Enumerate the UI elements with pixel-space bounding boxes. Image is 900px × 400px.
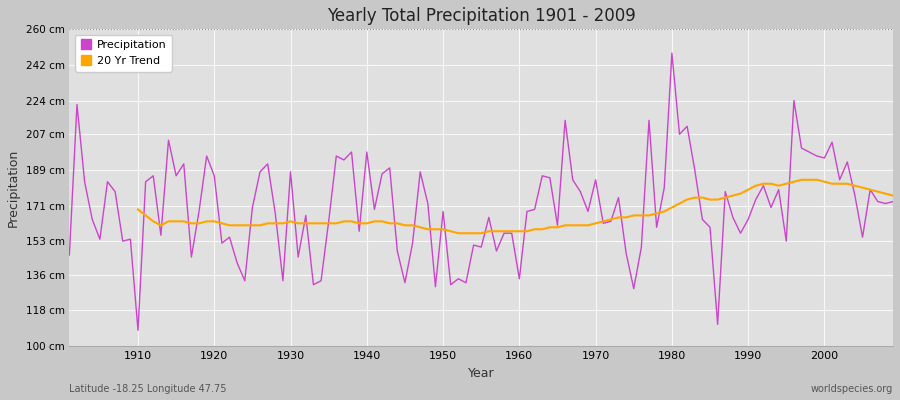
Text: worldspecies.org: worldspecies.org (811, 384, 893, 394)
X-axis label: Year: Year (468, 366, 494, 380)
Y-axis label: Precipitation: Precipitation (7, 148, 20, 227)
Title: Yearly Total Precipitation 1901 - 2009: Yearly Total Precipitation 1901 - 2009 (327, 7, 635, 25)
Text: Latitude -18.25 Longitude 47.75: Latitude -18.25 Longitude 47.75 (69, 384, 227, 394)
Legend: Precipitation, 20 Yr Trend: Precipitation, 20 Yr Trend (75, 35, 173, 72)
